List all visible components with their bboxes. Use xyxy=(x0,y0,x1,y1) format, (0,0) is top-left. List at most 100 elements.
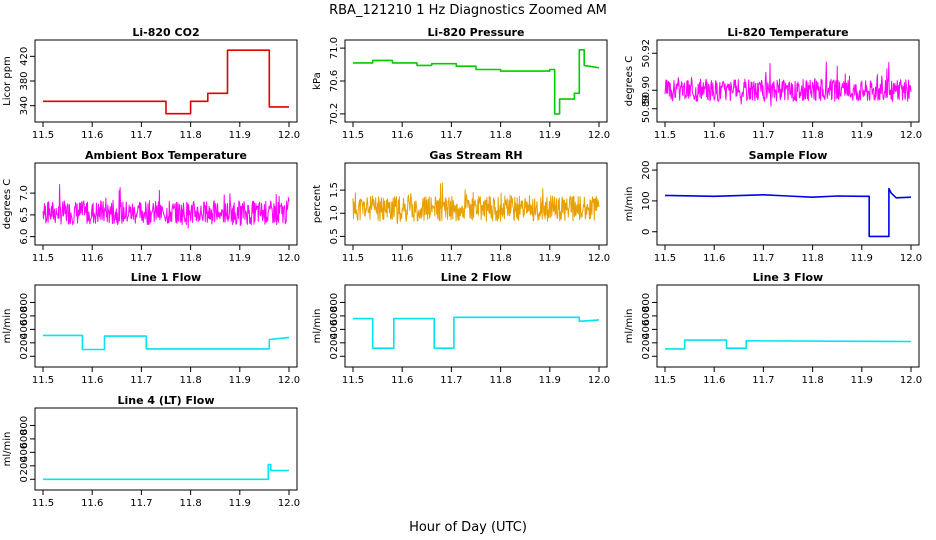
x-tick-label: 12.0 xyxy=(588,253,610,264)
x-tick-label: 11.8 xyxy=(801,130,823,141)
y-axis-label: ml/min xyxy=(624,309,635,344)
y-tick-label: 7.0 xyxy=(19,185,30,201)
x-tick-label: 11.8 xyxy=(489,130,511,141)
x-tick-label: 11.7 xyxy=(130,375,152,386)
y-tick-label: 6.0 xyxy=(19,229,30,245)
plot-frame xyxy=(34,162,298,246)
y-axis-label: degrees C xyxy=(2,179,13,229)
y-tick-label: 600 xyxy=(19,429,30,448)
x-tick-label: 11.7 xyxy=(130,498,152,509)
y-tick-label: 800 xyxy=(329,293,340,312)
x-tick-label: 11.8 xyxy=(179,253,201,264)
x-tick-label: 11.9 xyxy=(539,375,561,386)
panel-title: Line 2 Flow xyxy=(441,271,511,284)
figure-title: RBA_121210 1 Hz Diagnostics Zoomed AM xyxy=(329,3,607,18)
x-tick-label: 11.6 xyxy=(391,375,413,386)
plot-frame xyxy=(344,284,608,368)
x-tick-label: 11.5 xyxy=(342,130,364,141)
x-tick-label: 11.7 xyxy=(130,253,152,264)
y-axis-label: kPa xyxy=(312,72,323,90)
y-tick-label: 600 xyxy=(19,306,30,325)
series-line-sample-flow xyxy=(664,187,912,238)
x-tick-label: 11.9 xyxy=(851,375,873,386)
x-tick-label: 11.5 xyxy=(32,498,54,509)
y-tick-label: 6.5 xyxy=(19,207,30,223)
x-tick-label: 11.9 xyxy=(851,130,873,141)
y-tick-label: 380 xyxy=(19,71,30,90)
panel-title: Gas Stream RH xyxy=(429,149,522,162)
y-axis-label: degrees C xyxy=(624,56,635,106)
x-tick-label: 11.7 xyxy=(440,253,462,264)
x-tick-label: 11.5 xyxy=(654,375,676,386)
plot-frame xyxy=(34,407,298,491)
y-axis-label: ml/min xyxy=(312,309,323,344)
x-tick-label: 11.6 xyxy=(391,253,413,264)
y-tick-label: 400 xyxy=(19,320,30,339)
x-tick-label: 11.6 xyxy=(81,130,103,141)
panel-title: Line 1 Flow xyxy=(131,271,201,284)
x-tick-label: 12.0 xyxy=(588,375,610,386)
y-tick-label: 340 xyxy=(19,96,30,115)
x-tick-label: 12.0 xyxy=(278,253,300,264)
panel-5: Gas Stream RH percent 11.5 11.6 11.7 11.8 11.9… xyxy=(312,149,610,264)
x-tick-label: 11.6 xyxy=(81,375,103,386)
panel-7: Line 1 Flow ml/min 11.5 11.6 11.7 11.8 11.9 12.… xyxy=(2,271,300,386)
plot-frame xyxy=(344,39,608,123)
y-tick-label: 0 xyxy=(641,353,652,359)
y-tick-label: 200 xyxy=(329,333,340,352)
y-tick-label: 0 xyxy=(19,476,30,482)
y-tick-label: 100 xyxy=(641,191,652,210)
y-tick-label: 200 xyxy=(19,456,30,475)
x-axis-label: Hour of Day (UTC) xyxy=(409,520,527,535)
x-tick-label: 12.0 xyxy=(278,375,300,386)
x-tick-label: 12.0 xyxy=(588,130,610,141)
panel-3: Li-820 Temperature degrees C 11.5 11.6 11.7 1… xyxy=(624,26,922,141)
plot-frame xyxy=(656,39,920,123)
series-line-line-4 xyxy=(43,463,289,481)
x-tick-label: 11.9 xyxy=(851,253,873,264)
x-tick-label: 11.7 xyxy=(752,253,774,264)
panel-10: Line 4 (LT) Flow ml/min 11.5 11.6 11.7 11.8 11… xyxy=(2,394,300,509)
panel-8: Line 2 Flow ml/min 11.5 11.6 11.7 11.8 11.9 12.… xyxy=(312,271,610,386)
x-tick-label: 11.8 xyxy=(179,498,201,509)
x-tick-label: 11.6 xyxy=(391,130,413,141)
x-tick-label: 11.9 xyxy=(539,253,561,264)
x-tick-label: 11.5 xyxy=(32,253,54,264)
x-tick-label: 11.9 xyxy=(539,130,561,141)
y-tick-label: 200 xyxy=(19,333,30,352)
y-tick-label: 400 xyxy=(19,443,30,462)
x-tick-label: 11.6 xyxy=(703,375,725,386)
x-tick-label: 12.0 xyxy=(900,253,922,264)
x-tick-label: 12.0 xyxy=(900,375,922,386)
series-line-line-1 xyxy=(43,334,290,351)
x-tick-label: 12.0 xyxy=(278,130,300,141)
panel-title: Li-820 Temperature xyxy=(727,26,848,39)
panel-6: Sample Flow ml/min 11.5 11.6 11.7 11.8 11.9 12.… xyxy=(624,149,922,264)
x-tick-label: 11.5 xyxy=(654,253,676,264)
x-tick-label: 11.6 xyxy=(81,498,103,509)
x-tick-label: 11.7 xyxy=(752,130,774,141)
y-tick-label: 71.0 xyxy=(329,37,340,59)
x-tick-label: 12.0 xyxy=(278,498,300,509)
panel-title: Li-820 CO2 xyxy=(132,26,199,39)
x-tick-label: 11.5 xyxy=(32,375,54,386)
x-tick-label: 11.7 xyxy=(440,375,462,386)
y-tick-label: 0 xyxy=(641,229,652,235)
series-line-temperature xyxy=(664,61,912,107)
y-tick-label: 1.5 xyxy=(329,182,340,198)
series-line-co2 xyxy=(43,49,289,115)
y-tick-label: 50.89 xyxy=(641,94,652,123)
x-tick-label: 11.8 xyxy=(489,375,511,386)
y-tick-label: 800 xyxy=(19,293,30,312)
y-tick-label: 420 xyxy=(19,47,30,66)
x-tick-label: 11.5 xyxy=(32,130,54,141)
x-tick-label: 11.7 xyxy=(440,130,462,141)
y-axis-label: ml/min xyxy=(624,187,635,222)
x-tick-label: 11.9 xyxy=(229,130,251,141)
series-line-line-2 xyxy=(353,316,600,350)
panel-1: Li-820 CO2 Licor ppm 11.5 11.6 11.7 11.8 11.9 1… xyxy=(2,26,300,141)
x-tick-label: 11.5 xyxy=(342,253,364,264)
panel-title: Sample Flow xyxy=(749,149,828,162)
